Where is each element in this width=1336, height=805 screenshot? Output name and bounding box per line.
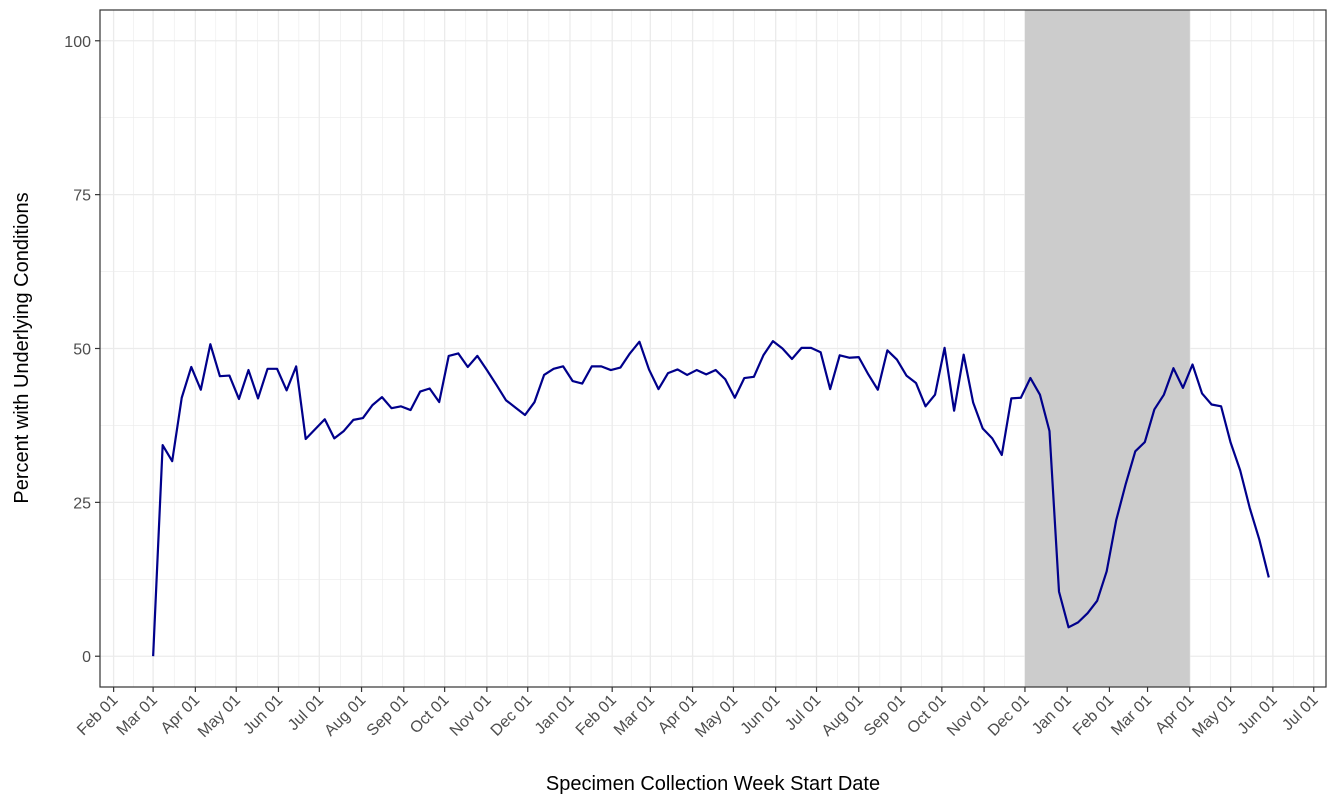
x-tick-label: Sep 01 <box>861 692 909 740</box>
x-tick-label: Jan 01 <box>1029 692 1075 738</box>
y-tick-label: 50 <box>73 342 91 359</box>
x-tick-label: Oct 01 <box>407 692 452 737</box>
x-tick-label: Aug 01 <box>819 692 867 740</box>
y-tick-label: 0 <box>82 649 91 666</box>
x-tick-label: Jul 01 <box>1279 692 1321 734</box>
data-line <box>152 340 1270 657</box>
y-tick-label: 75 <box>73 188 91 205</box>
x-tick-label: Jun 01 <box>240 692 286 738</box>
x-tick-label: Feb 01 <box>1070 692 1117 739</box>
x-tick-label: Nov 01 <box>944 692 992 740</box>
y-tick-label: 25 <box>73 495 91 512</box>
x-tick-label: Dec 01 <box>488 692 536 740</box>
x-tick-label: Feb 01 <box>74 692 121 739</box>
x-tick-label: May 01 <box>195 692 244 741</box>
x-tick-label: Mar 01 <box>114 692 161 739</box>
shaded-region <box>1024 10 1190 687</box>
x-axis-title: Specimen Collection Week Start Date <box>546 773 880 795</box>
x-tick-label: Dec 01 <box>985 692 1033 740</box>
x-tick-label: Mar 01 <box>611 692 658 739</box>
x-tick-label: Jan 01 <box>532 692 578 738</box>
x-tick-label: Oct 01 <box>904 692 949 737</box>
y-tick-label: 100 <box>64 34 91 51</box>
x-tick-label: Feb 01 <box>573 692 620 739</box>
x-tick-label: Nov 01 <box>447 692 495 740</box>
x-tick-label: Jun 01 <box>737 692 783 738</box>
x-tick-label: Aug 01 <box>321 692 369 740</box>
x-tick-label: Mar 01 <box>1108 692 1155 739</box>
x-tick-label: May 01 <box>692 692 741 741</box>
x-tick-label: Jun 01 <box>1235 692 1281 738</box>
y-axis-title: Percent with Underlying Conditions <box>11 192 33 503</box>
x-tick-label: May 01 <box>1189 692 1238 741</box>
x-tick-label: Sep 01 <box>364 692 412 740</box>
